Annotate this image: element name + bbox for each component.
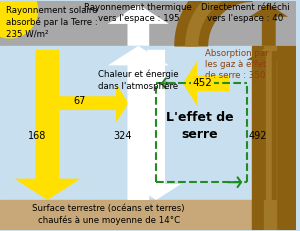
Polygon shape	[175, 0, 252, 46]
Polygon shape	[47, 84, 128, 122]
Polygon shape	[108, 46, 169, 200]
Text: Directement réfléchi
vers l'espace : 40: Directement réfléchi vers l'espace : 40	[201, 3, 290, 23]
Text: Rayonnement thermique
vers l'espace : 195: Rayonnement thermique vers l'espace : 19…	[84, 3, 192, 23]
Text: 67: 67	[73, 96, 86, 106]
Text: L'effet de
serre: L'effet de serre	[166, 111, 233, 141]
Bar	[0, 1, 296, 46]
Text: Surface terrestre (océans et terres)
chaufés à une moyenne de 14°C: Surface terrestre (océans et terres) cha…	[32, 204, 185, 225]
Bar	[0, 46, 296, 200]
Circle shape	[0, 0, 38, 38]
Polygon shape	[249, 4, 288, 46]
Text: 492: 492	[249, 131, 267, 141]
Bar	[0, 200, 296, 230]
Text: 324: 324	[114, 131, 132, 141]
Polygon shape	[14, 50, 81, 200]
Bar	[264, 46, 276, 230]
Bar	[252, 46, 296, 230]
Polygon shape	[260, 46, 277, 200]
Text: Rayonnement solaire
absorbé par la Terre :
235 W/m²: Rayonnement solaire absorbé par la Terre…	[6, 6, 98, 38]
Polygon shape	[183, 61, 229, 106]
Polygon shape	[186, 0, 252, 46]
Polygon shape	[247, 46, 291, 200]
Text: Absorption par
les gaz à effet
de serre : 350: Absorption par les gaz à effet de serre …	[205, 49, 268, 80]
Text: 168: 168	[28, 131, 46, 141]
Polygon shape	[131, 50, 181, 200]
Text: 452: 452	[193, 78, 212, 88]
Polygon shape	[108, 4, 169, 46]
Text: Chaleur et énergie
dans l'atmosphère: Chaleur et énergie dans l'atmosphère	[98, 70, 179, 91]
